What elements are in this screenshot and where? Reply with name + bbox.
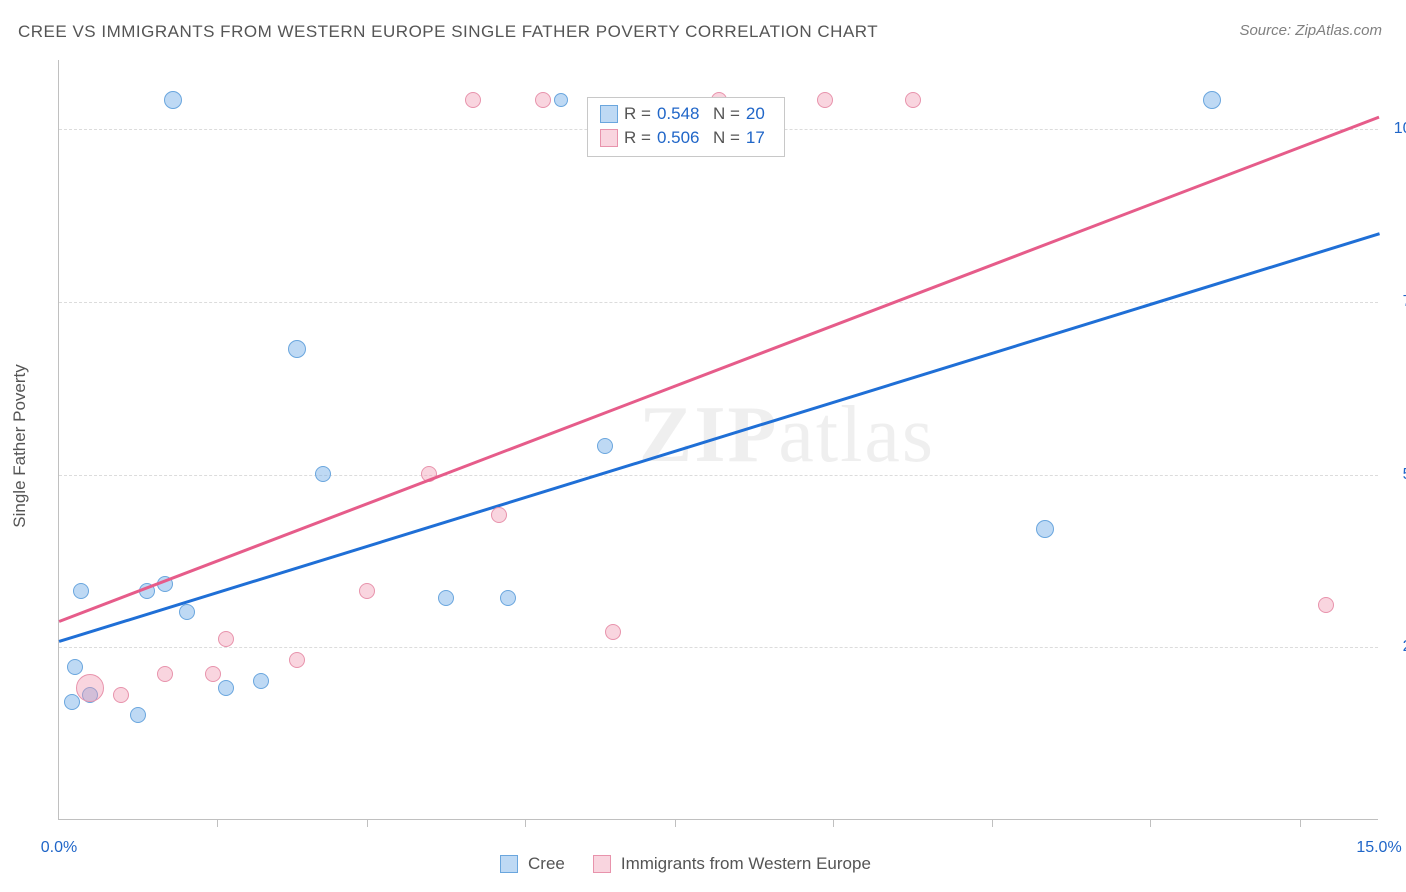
x-tick: [833, 819, 834, 827]
watermark: ZIPatlas: [639, 390, 935, 481]
x-tick: [525, 819, 526, 827]
trend-line: [59, 233, 1380, 643]
scatter-point: [905, 92, 921, 108]
legend-swatch: [600, 105, 618, 123]
scatter-point: [491, 507, 507, 523]
x-tick: [217, 819, 218, 827]
source-attribution: Source: ZipAtlas.com: [1239, 22, 1382, 39]
scatter-point: [253, 673, 269, 689]
scatter-point: [289, 652, 305, 668]
scatter-point: [438, 590, 454, 606]
legend-series-label: Immigrants from Western Europe: [621, 854, 871, 874]
legend-series-label: Cree: [528, 854, 565, 874]
legend-n-value: 17: [746, 128, 772, 148]
y-axis-label: Single Father Poverty: [10, 364, 30, 527]
legend-stats: R = 0.548 N = 20 R = 0.506 N = 17: [587, 97, 785, 157]
legend-n-value: 20: [746, 104, 772, 124]
gridline: [59, 475, 1378, 476]
scatter-point: [218, 631, 234, 647]
scatter-point: [1318, 597, 1334, 613]
scatter-point: [535, 92, 551, 108]
scatter-point: [1036, 520, 1054, 538]
gridline: [59, 302, 1378, 303]
y-tick-label: 75.0%: [1388, 293, 1406, 311]
scatter-point: [315, 466, 331, 482]
gridline: [59, 647, 1378, 648]
scatter-point: [130, 707, 146, 723]
scatter-point: [218, 680, 234, 696]
x-max-label: 15.0%: [1356, 839, 1401, 857]
legend-n-label: N =: [713, 104, 740, 124]
legend-r-value: 0.506: [657, 128, 707, 148]
legend-r-label: R =: [624, 128, 651, 148]
trend-line: [59, 115, 1380, 622]
scatter-point: [76, 674, 104, 702]
scatter-point: [500, 590, 516, 606]
scatter-point: [817, 92, 833, 108]
x-min-label: 0.0%: [41, 839, 77, 857]
scatter-point: [164, 91, 182, 109]
scatter-point: [597, 438, 613, 454]
legend-row: R = 0.506 N = 17: [600, 126, 772, 150]
legend-r-value: 0.548: [657, 104, 707, 124]
chart-container: CREE VS IMMIGRANTS FROM WESTERN EUROPE S…: [0, 0, 1406, 892]
scatter-point: [179, 604, 195, 620]
chart-title: CREE VS IMMIGRANTS FROM WESTERN EUROPE S…: [18, 22, 878, 42]
x-tick: [992, 819, 993, 827]
x-tick: [367, 819, 368, 827]
plot-area: ZIPatlas 25.0%50.0%75.0%100.0%0.0%15.0%R…: [58, 60, 1378, 820]
scatter-point: [67, 659, 83, 675]
y-tick-label: 50.0%: [1388, 466, 1406, 484]
y-tick-label: 100.0%: [1388, 120, 1406, 138]
scatter-point: [605, 624, 621, 640]
legend-row: R = 0.548 N = 20: [600, 102, 772, 126]
legend-bottom: Cree Immigrants from Western Europe: [500, 854, 889, 874]
scatter-point: [288, 340, 306, 358]
scatter-point: [157, 666, 173, 682]
scatter-point: [73, 583, 89, 599]
legend-r-label: R =: [624, 104, 651, 124]
legend-swatch: [500, 855, 518, 873]
scatter-point: [1203, 91, 1221, 109]
scatter-point: [113, 687, 129, 703]
scatter-point: [554, 93, 568, 107]
scatter-point: [205, 666, 221, 682]
x-tick: [675, 819, 676, 827]
x-tick: [1300, 819, 1301, 827]
x-tick: [1150, 819, 1151, 827]
legend-swatch: [593, 855, 611, 873]
scatter-point: [359, 583, 375, 599]
legend-n-label: N =: [713, 128, 740, 148]
y-tick-label: 25.0%: [1388, 638, 1406, 656]
scatter-point: [465, 92, 481, 108]
legend-swatch: [600, 129, 618, 147]
